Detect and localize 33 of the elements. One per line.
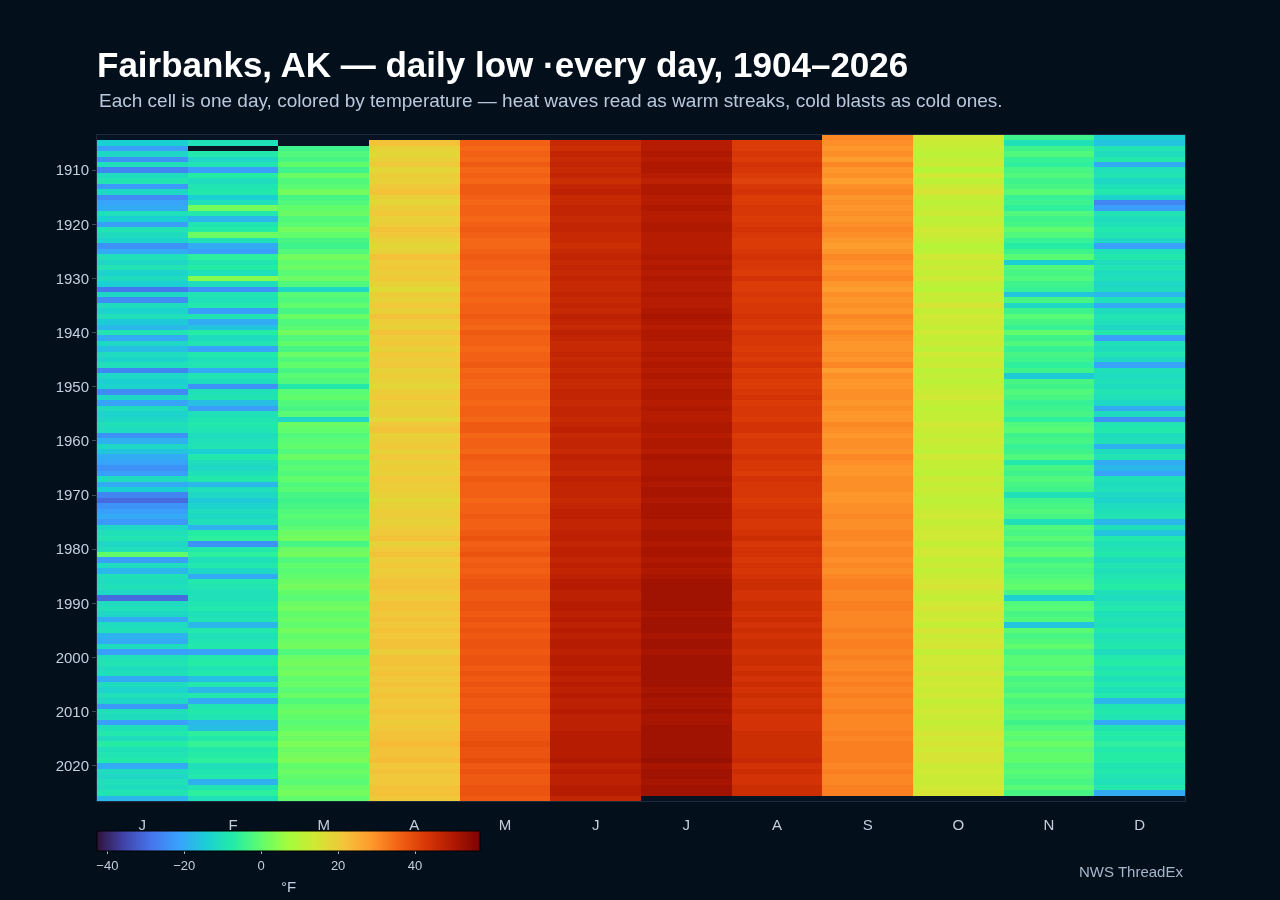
color-bar-label: 40 xyxy=(407,857,423,873)
x-tick-label: S xyxy=(862,816,873,833)
x-tick-label: M xyxy=(317,816,330,833)
color-bar-label: −40 xyxy=(96,857,119,873)
chart-subtitle: Each cell is one day, colored by temperature — heat waves read as warm streaks, cold blasts as cold ones. xyxy=(99,90,1003,111)
y-tick-label: 1910 xyxy=(55,161,89,179)
x-tick-label: M xyxy=(498,816,512,833)
x-tick-label: J xyxy=(682,816,691,833)
chart-title: Fairbanks, AK — daily low ·every day, 1904–2026 xyxy=(97,45,909,85)
y-tick-label: 1950 xyxy=(55,378,89,396)
color-bar-title: °F xyxy=(281,878,297,895)
x-tick-label: J xyxy=(138,816,147,833)
text: NWS ThreadEx xyxy=(1079,863,1184,880)
y-tick-label: 1970 xyxy=(55,486,89,504)
color-bar-label: 0 xyxy=(257,857,265,873)
color-bar-label: −20 xyxy=(173,857,196,873)
x-tick-label: N xyxy=(1043,816,1055,833)
y-tick-label: 1960 xyxy=(55,432,89,450)
y-tick-label: 1940 xyxy=(55,323,89,341)
y-tick-label: 2010 xyxy=(55,702,89,720)
y-tick-label: 2020 xyxy=(55,757,89,775)
y-tick-label: 1930 xyxy=(55,269,89,287)
x-tick-label: F xyxy=(228,816,238,833)
y-tick-label: 1920 xyxy=(55,215,89,233)
x-tick-label: J xyxy=(591,816,600,833)
x-tick-label: A xyxy=(771,816,783,833)
color-bar-label: 20 xyxy=(330,857,346,873)
y-tick-label: 1980 xyxy=(55,540,89,558)
x-tick-label: O xyxy=(952,816,965,833)
y-tick-label: 1990 xyxy=(55,594,89,612)
x-tick-label: D xyxy=(1134,816,1146,833)
y-tick-label: 2000 xyxy=(55,648,89,666)
x-tick-label: A xyxy=(409,816,420,833)
